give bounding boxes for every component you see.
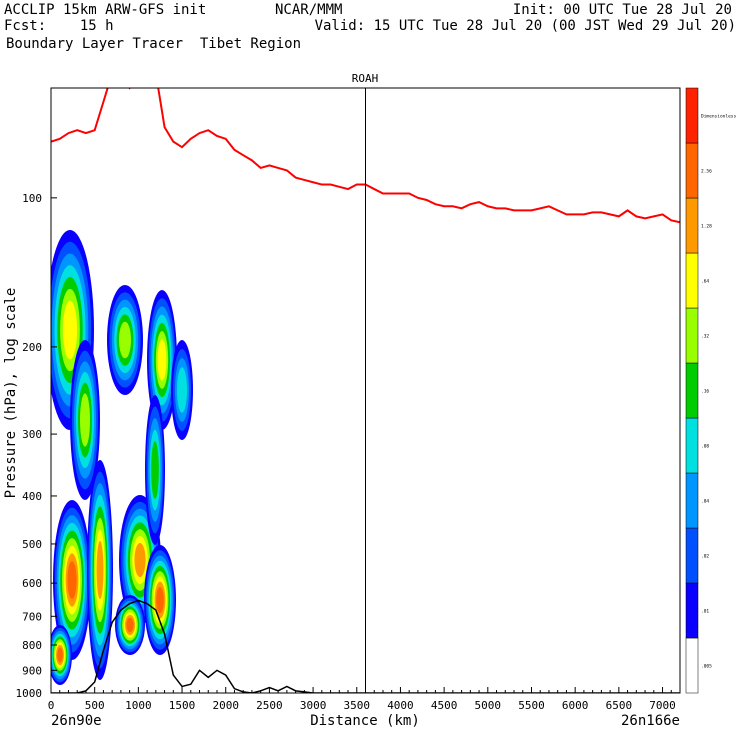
chart-title: ROAH <box>352 72 379 85</box>
x-tick-label: 3500 <box>344 699 371 712</box>
y-tick-label: 200 <box>22 341 42 354</box>
tracer-contour <box>96 541 104 599</box>
x-tick-label: 5000 <box>475 699 502 712</box>
colorbar-label: Dimensionless <box>701 114 737 120</box>
tracer-contour <box>57 647 63 663</box>
tracer-contour <box>157 339 167 381</box>
y-tick-label: 800 <box>22 639 42 652</box>
header-right-line1: Init: 00 UTC Tue 28 Jul 20 <box>512 2 732 18</box>
x-tick-label: 4500 <box>431 699 458 712</box>
terrain-line <box>51 599 680 693</box>
header-right-line2: Valid: 15 UTC Tue 28 Jul 20 (00 JST Wed … <box>314 18 736 34</box>
x-tick-label: 1000 <box>125 699 152 712</box>
x-axis: 0 500 1000 1500 2000 2500 3000 3500 4000 4500 5000… <box>48 687 681 712</box>
colorbar-swatch <box>685 637 699 694</box>
y-tick-label: 1000 <box>16 687 43 700</box>
header-center: NCAR/MMM <box>275 2 343 18</box>
colorbar-label: .16 <box>701 389 709 395</box>
x-tick-label: 7000 <box>649 699 676 712</box>
colorbar-swatch <box>685 417 699 474</box>
y-tick-label: 600 <box>22 577 42 590</box>
colorbar: .005 .01 .02 .04 .08 .16 .32 .64 1.28 2.56 Dimensi… <box>685 87 737 694</box>
colorbar-label: 2.56 <box>701 169 712 175</box>
colorbar-swatch <box>685 87 699 144</box>
colorbar-label: 1.28 <box>701 224 712 230</box>
x-tick-label: 1500 <box>169 699 196 712</box>
tracer-contour <box>177 367 187 413</box>
x-axis-label: Distance (km) <box>310 713 420 729</box>
x-tick-label: 4000 <box>387 699 414 712</box>
colorbar-swatch <box>685 472 699 529</box>
tracer-contour <box>62 300 78 360</box>
colorbar-label: .005 <box>701 664 712 670</box>
x-tick-label: 6000 <box>562 699 589 712</box>
y-tick-label: 400 <box>22 490 42 503</box>
header-left-line1: ACCLIP 15km ARW-GFS init <box>4 2 207 18</box>
colorbar-swatch <box>685 142 699 199</box>
x-end-label: 26n166e <box>621 713 680 729</box>
y-tick-label: 500 <box>22 538 42 551</box>
colorbar-swatch <box>685 197 699 254</box>
x-tick-label: 500 <box>85 699 105 712</box>
colorbar-label: .04 <box>701 499 709 505</box>
colorbar-swatch <box>685 307 699 364</box>
x-tick-label: 2500 <box>256 699 283 712</box>
tracer-contour <box>80 393 90 447</box>
tracer-contour <box>119 321 131 359</box>
colorbar-swatch <box>685 252 699 309</box>
header-left-line3: Boundary Layer Tracer Tibet Region <box>6 36 302 52</box>
colorbar-swatch <box>685 527 699 584</box>
colorbar-label: .64 <box>701 279 709 285</box>
y-tick-label: 700 <box>22 610 42 623</box>
y-tick-label: 300 <box>22 428 42 441</box>
x-tick-label: 0 <box>48 699 55 712</box>
x-tick-label: 5500 <box>518 699 545 712</box>
colorbar-label: .32 <box>701 334 709 340</box>
x-tick-label: 2000 <box>212 699 239 712</box>
colorbar-label: .02 <box>701 554 709 560</box>
tracer-plume <box>51 230 193 685</box>
tracer-contour <box>134 542 146 578</box>
tracer-contour <box>151 441 159 499</box>
tracer-contour <box>156 586 164 614</box>
header-left-line2: Fcst: 15 h <box>4 18 114 34</box>
y-axis: 100 200 300 400 500 600 700 800 900 1000 <box>16 192 57 700</box>
y-tick-label: 900 <box>22 664 42 677</box>
colorbar-swatch <box>685 582 699 639</box>
x-tick-label: 6500 <box>606 699 633 712</box>
tracer-contour <box>126 617 134 633</box>
x-start-label: 26n90e <box>51 713 102 729</box>
colorbar-swatch <box>685 362 699 419</box>
colorbar-label: .08 <box>701 444 709 450</box>
y-axis-label: Pressure (hPa), log scale <box>3 288 19 499</box>
colorbar-label: .01 <box>701 609 709 615</box>
tracer-contour <box>67 560 77 600</box>
x-tick-label: 3000 <box>300 699 327 712</box>
y-tick-label: 100 <box>22 192 42 205</box>
